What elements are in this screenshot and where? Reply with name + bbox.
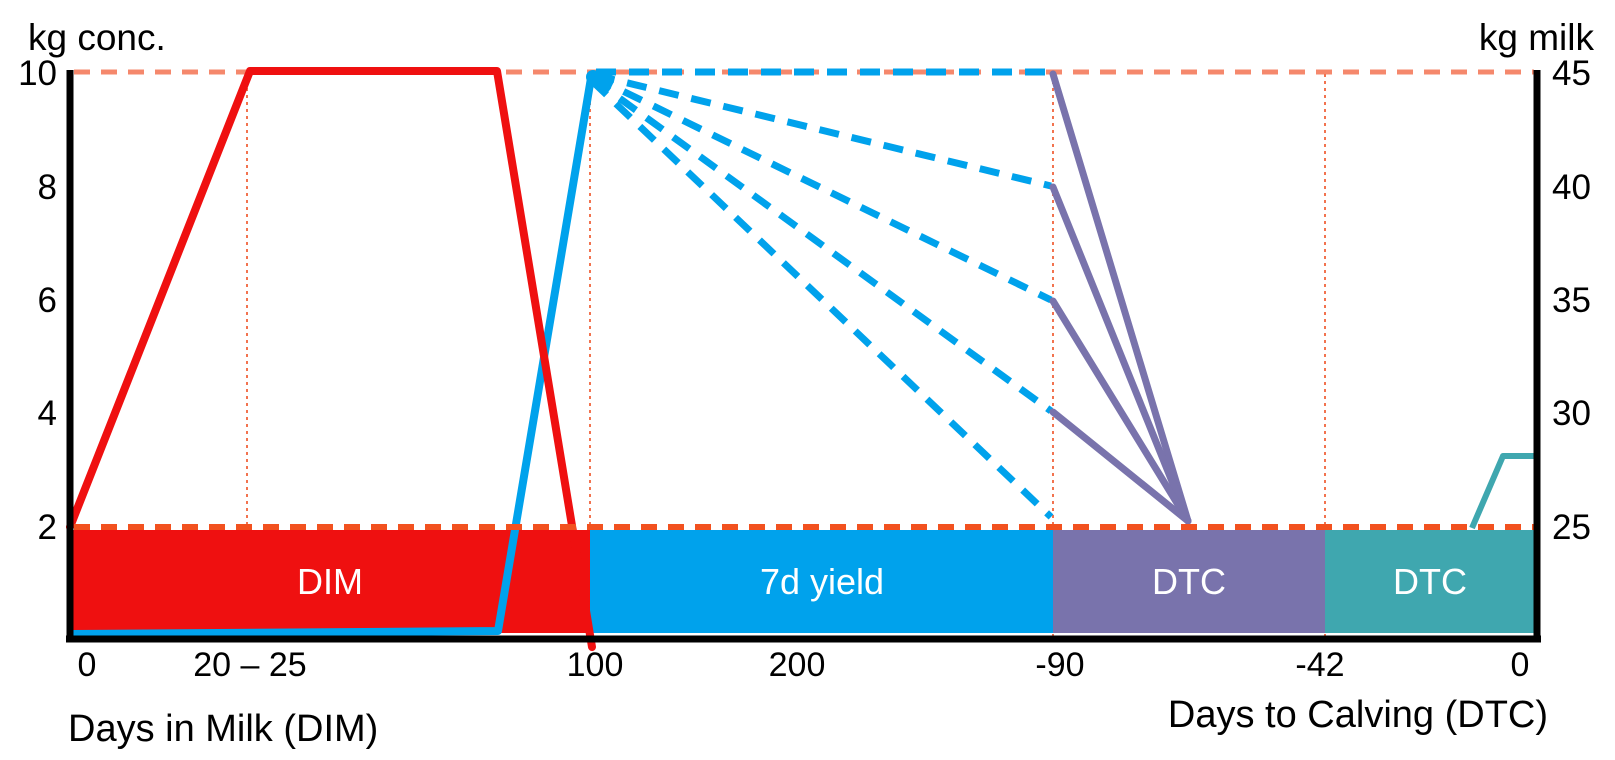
x-tick-dim-20-25: 20 – 25: [193, 646, 306, 684]
left-axis-title: kg conc.: [28, 17, 166, 58]
left-tick-4: 4: [38, 394, 57, 433]
series-dryoff-from-45: [1049, 70, 1192, 525]
right-tick-45: 45: [1552, 54, 1591, 93]
right-axis-title: kg milk: [1479, 17, 1595, 58]
right-tick-40: 40: [1552, 168, 1591, 207]
band-dtc-close: [1325, 530, 1535, 633]
series-closeup-yield: [1469, 453, 1536, 530]
series-dryoff-from-40: [1049, 183, 1192, 525]
band-dtc-far: [1053, 530, 1325, 633]
x-axis-title-dtc: Days to Calving (DTC): [1168, 694, 1548, 736]
band-label-dim: DIM: [297, 561, 363, 602]
right-tick-30: 30: [1552, 394, 1591, 433]
right-tick-25: 25: [1552, 508, 1591, 547]
left-tick-6: 6: [38, 281, 57, 320]
right-tick-35: 35: [1552, 281, 1591, 320]
x-tick-dtc-m42: -42: [1295, 646, 1344, 684]
series-dryoff-from-35: [1049, 297, 1192, 525]
band-label-dtc-far: DTC: [1152, 561, 1226, 602]
x-tick-dtc-0: 0: [1511, 646, 1530, 684]
x-tick-dim-100: 100: [567, 646, 624, 684]
series-dryoff-from-30: [1049, 408, 1192, 525]
x-axis-title-dim: Days in Milk (DIM): [68, 708, 378, 750]
band-7d-yield: [590, 530, 1053, 633]
series-concentrate-lactation: [66, 67, 596, 651]
series-milk-yield-lactation: [69, 74, 595, 638]
band-label-dtc-close: DTC: [1393, 561, 1467, 602]
left-tick-2: 2: [38, 508, 57, 547]
x-tick-dim-200: 200: [769, 646, 826, 684]
band-label-7d-yield: 7d yield: [760, 561, 884, 602]
left-tick-8: 8: [38, 168, 57, 207]
series-projection-35: [592, 73, 1053, 304]
series-projection-40: [594, 71, 1052, 190]
x-tick-dim-0: 0: [78, 646, 97, 684]
x-tick-dtc-m90: -90: [1035, 646, 1084, 684]
left-tick-10: 10: [18, 54, 57, 93]
series-projection-30: [590, 76, 1054, 414]
series-projection-25: [589, 78, 1054, 520]
